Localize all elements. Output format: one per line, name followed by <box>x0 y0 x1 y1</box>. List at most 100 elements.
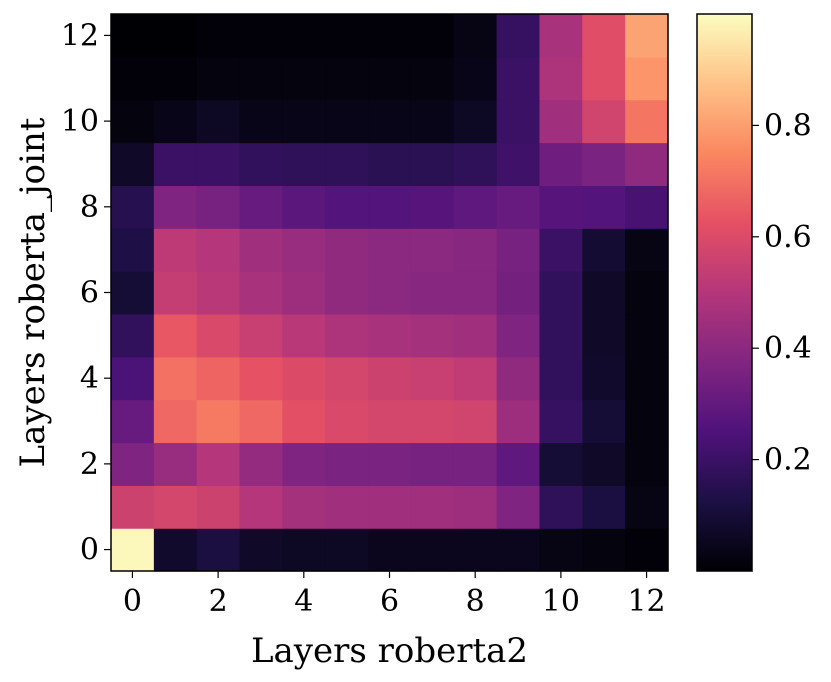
heatmap-cell <box>539 99 583 144</box>
heatmap-cell <box>582 356 626 401</box>
heatmap-cell <box>539 271 583 315</box>
heatmap-cell <box>282 271 326 315</box>
heatmap-cell <box>153 485 198 529</box>
heatmap-cell <box>153 442 198 486</box>
heatmap-cell <box>196 399 241 444</box>
heatmap-cell <box>282 14 326 58</box>
heatmap-cell <box>453 99 498 144</box>
heatmap-cell <box>111 271 155 315</box>
x-tick-label: 0 <box>123 584 142 619</box>
heatmap-cell <box>582 271 626 315</box>
heatmap-cell <box>539 185 583 229</box>
heatmap-cell <box>453 485 498 529</box>
heatmap-cell <box>111 228 155 272</box>
heatmap-cell <box>325 399 369 444</box>
heatmap-cell <box>625 528 669 572</box>
heatmap-cell <box>410 399 455 444</box>
heatmap-cell <box>410 228 455 272</box>
heatmap-cell <box>496 185 541 229</box>
heatmap-cell <box>282 228 326 272</box>
heatmap-cell <box>453 142 498 186</box>
heatmap-cell <box>325 485 369 529</box>
heatmap-cell <box>153 56 198 101</box>
heatmap-cell <box>625 14 669 58</box>
heatmap-cell <box>539 313 583 358</box>
heatmap-cell <box>368 185 412 229</box>
heatmap-cell <box>239 228 283 272</box>
heatmap-cell <box>196 185 241 229</box>
heatmap-cell <box>410 528 455 572</box>
heatmap-cell <box>496 271 541 315</box>
x-tick-label: 6 <box>380 584 399 619</box>
heatmap-cell <box>410 485 455 529</box>
heatmap-cell <box>368 442 412 486</box>
heatmap-cell <box>239 356 283 401</box>
heatmap-cell <box>368 356 412 401</box>
heatmap-cell <box>196 442 241 486</box>
heatmap-cell <box>582 142 626 186</box>
heatmap-cell <box>453 442 498 486</box>
heatmap-cell <box>239 99 283 144</box>
heatmap-cell <box>625 442 669 486</box>
heatmap-cell <box>153 142 198 186</box>
heatmap-cell <box>239 442 283 486</box>
colorbar-tick-label: 0.2 <box>764 443 812 478</box>
heatmap-cell <box>368 228 412 272</box>
x-tick-label: 4 <box>294 584 313 619</box>
heatmap-cell <box>282 528 326 572</box>
heatmap-cell <box>153 185 198 229</box>
heatmap-cell <box>282 185 326 229</box>
y-tick-label: 4 <box>80 361 99 396</box>
heatmap-cell <box>539 142 583 186</box>
heatmap-cell <box>582 485 626 529</box>
heatmap-cell <box>496 313 541 358</box>
heatmap-cell <box>496 56 541 101</box>
heatmap-cell <box>410 14 455 58</box>
heatmap-cell <box>325 142 369 186</box>
heatmap-cell <box>111 56 155 101</box>
heatmap-cell <box>325 99 369 144</box>
x-tick-label: 12 <box>627 584 665 619</box>
heatmap-cell <box>496 399 541 444</box>
heatmap-cell <box>496 442 541 486</box>
heatmap-cell <box>410 142 455 186</box>
heatmap-cell <box>196 528 241 572</box>
x-tick-label: 2 <box>209 584 228 619</box>
heatmap-cell <box>282 442 326 486</box>
y-axis-label: Layers roberta_joint <box>13 117 53 467</box>
heatmap-cell <box>453 399 498 444</box>
heatmap-cell <box>368 528 412 572</box>
heatmap-cell <box>111 14 155 58</box>
colorbar-ticks: 0.2 0.4 0.6 0.8 <box>752 108 812 478</box>
colorbar-tick-label: 0.8 <box>764 108 812 143</box>
heatmap-cell <box>625 356 669 401</box>
heatmap-cell <box>111 399 155 444</box>
heatmap-cell <box>282 356 326 401</box>
heatmap-cell <box>111 142 155 186</box>
heatmap-cell <box>239 271 283 315</box>
heatmap-cell <box>496 14 541 58</box>
heatmap-cell <box>325 14 369 58</box>
y-tick-label: 8 <box>80 190 99 225</box>
heatmap-cell <box>625 142 669 186</box>
heatmap-cell <box>625 99 669 144</box>
heatmap-cell <box>368 14 412 58</box>
heatmap-cell <box>153 14 198 58</box>
heatmap-cell <box>282 313 326 358</box>
heatmap-cell <box>625 485 669 529</box>
y-tick-label: 2 <box>80 447 99 482</box>
heatmap-cell <box>282 99 326 144</box>
heatmap-cell <box>453 271 498 315</box>
heatmap-cell <box>625 271 669 315</box>
heatmap-cell <box>410 442 455 486</box>
heatmap-cell <box>325 313 369 358</box>
heatmap-cell <box>111 485 155 529</box>
heatmap-cell <box>539 485 583 529</box>
heatmap-cell <box>111 185 155 229</box>
heatmap-cell <box>111 442 155 486</box>
heatmap-cell <box>196 99 241 144</box>
heatmap-cell <box>410 313 455 358</box>
heatmap-cell <box>325 442 369 486</box>
heatmap-cell <box>196 228 241 272</box>
